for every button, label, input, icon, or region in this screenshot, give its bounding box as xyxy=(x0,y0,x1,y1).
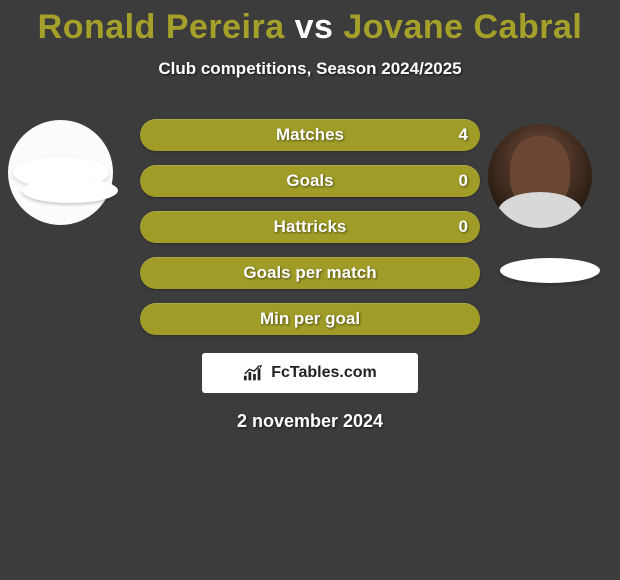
player2-avatar xyxy=(488,124,592,228)
player1-name: Ronald Pereira xyxy=(38,8,285,46)
date-label: 2 november 2024 xyxy=(0,411,620,432)
player1-avatar xyxy=(8,120,113,225)
stat-right-value: 0 xyxy=(459,171,468,191)
vs-label: vs xyxy=(295,8,334,46)
stat-right-value: 4 xyxy=(459,125,468,145)
player2-name: Jovane Cabral xyxy=(343,8,582,46)
subtitle: Club competitions, Season 2024/2025 xyxy=(0,59,620,79)
stat-label: Min per goal xyxy=(260,309,360,329)
stat-row-matches: Matches 4 xyxy=(140,119,480,151)
stat-row-goals: Goals 0 xyxy=(140,165,480,197)
page-title: Ronald Pereira vs Jovane Cabral xyxy=(0,8,620,47)
stat-row-hattricks: Hattricks 0 xyxy=(140,211,480,243)
stat-row-min-per-goal: Min per goal xyxy=(140,303,480,335)
stat-row-goals-per-match: Goals per match xyxy=(140,257,480,289)
stats-table: Matches 4 Goals 0 Hattricks 0 Goals per … xyxy=(140,119,480,335)
logo-text: FcTables.com xyxy=(271,364,377,382)
chart-icon xyxy=(243,364,265,382)
comparison-card: Ronald Pereira vs Jovane Cabral Club com… xyxy=(0,0,620,432)
stat-right-value: 0 xyxy=(459,217,468,237)
stat-label: Goals xyxy=(286,171,333,191)
source-logo[interactable]: FcTables.com xyxy=(202,353,418,393)
stat-label: Matches xyxy=(276,125,344,145)
stat-label: Goals per match xyxy=(243,263,376,283)
placeholder-oval-icon xyxy=(22,178,118,203)
placeholder-oval-icon xyxy=(500,258,600,283)
stat-label: Hattricks xyxy=(274,217,347,237)
